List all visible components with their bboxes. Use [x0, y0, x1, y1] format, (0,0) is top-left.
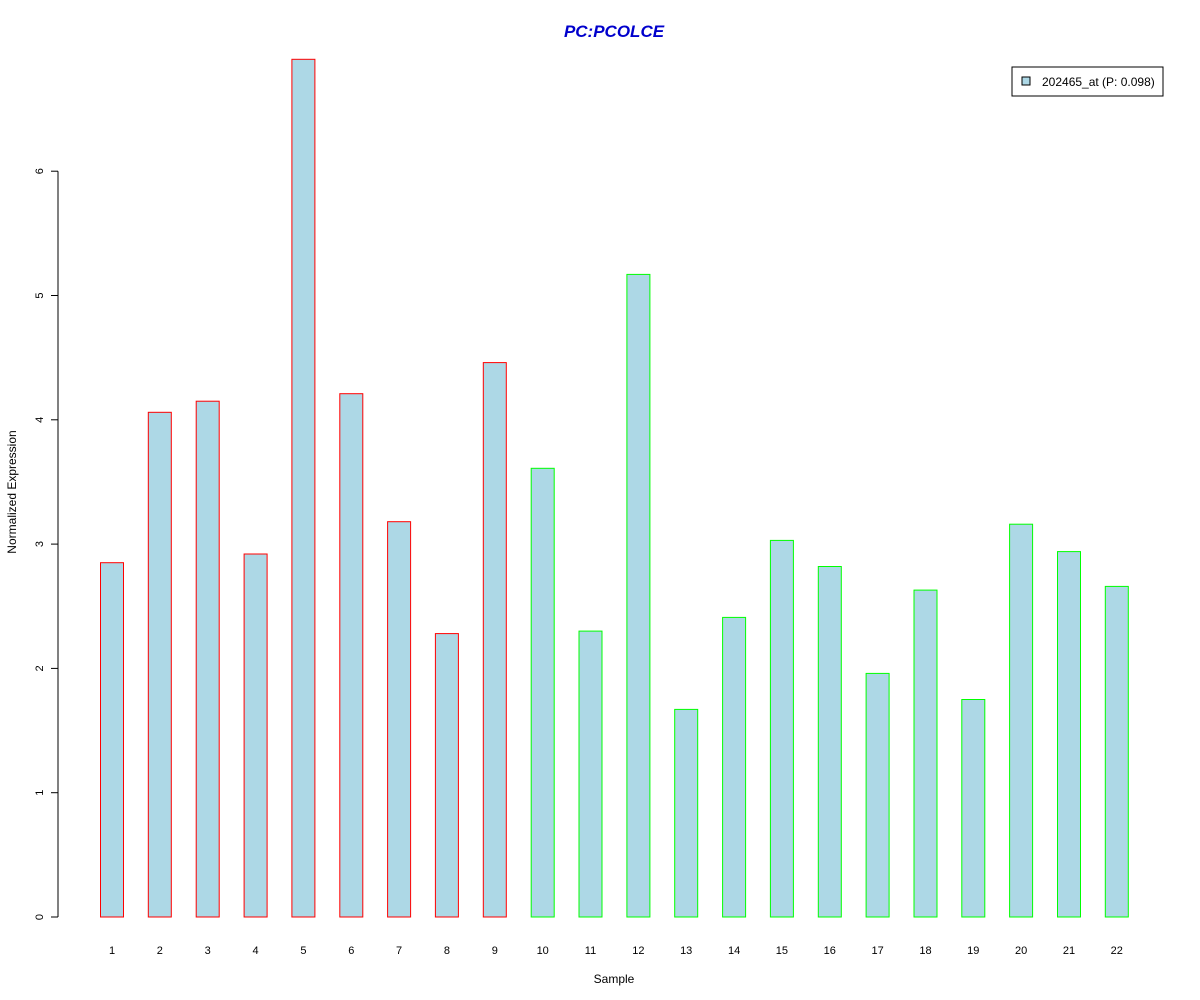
x-tick-label: 6	[348, 945, 354, 957]
chart-title: PC:PCOLCE	[564, 22, 665, 41]
bar-sample-7	[387, 521, 412, 918]
bar-sample-22	[1104, 585, 1129, 918]
x-tick-label: 17	[871, 945, 883, 957]
bar-sample-21	[1057, 551, 1081, 918]
legend: 202465_at (P: 0.098)	[1011, 66, 1164, 97]
x-tick-label: 10	[537, 945, 549, 957]
legend-box	[1011, 66, 1164, 97]
bar-sample-8	[434, 633, 459, 918]
legend-label: 202465_at (P: 0.098)	[1042, 75, 1155, 89]
bar-sample-15	[769, 539, 794, 918]
y-tick-label: 0	[34, 914, 46, 920]
y-axis: 0 1 2 3 4 5 6	[34, 168, 59, 920]
x-tick-label: 21	[1063, 945, 1075, 957]
bar-sample-13	[674, 708, 699, 918]
x-tick-label: 7	[396, 945, 402, 957]
y-tick-label: 4	[34, 417, 46, 423]
bar-sample-4	[243, 553, 268, 918]
y-tick-label: 1	[34, 790, 46, 796]
bar-sample-5	[291, 58, 316, 918]
bar-sample-20	[1009, 523, 1034, 918]
bar-sample-1	[100, 562, 124, 918]
x-tick-label: 9	[492, 945, 498, 957]
x-tick-label: 12	[632, 945, 644, 957]
bar-sample-19	[961, 699, 986, 918]
bar-sample-11	[578, 630, 603, 918]
bar-sample-3	[195, 400, 220, 918]
legend-swatch	[1021, 76, 1031, 86]
bar-sample-2	[147, 411, 172, 918]
x-tick-label: 8	[444, 945, 450, 957]
y-tick-label: 2	[34, 665, 46, 671]
x-tick-labels: 1 2 3 4 5 6 7 8 9 10 11 12 13 14 15 16 17 18 19 20 21 22	[109, 945, 1123, 957]
bar-sample-9	[482, 362, 507, 918]
x-tick-label: 13	[680, 945, 692, 957]
x-tick-label: 16	[824, 945, 836, 957]
bar-sample-10	[530, 467, 555, 918]
bar-sample-6	[339, 393, 364, 918]
bars	[100, 58, 1129, 918]
x-tick-label: 20	[1015, 945, 1027, 957]
x-tick-label: 18	[919, 945, 931, 957]
bar-sample-14	[722, 616, 747, 918]
x-tick-label: 14	[728, 945, 740, 957]
y-tick-label: 5	[34, 292, 46, 298]
x-tick-label: 19	[967, 945, 979, 957]
x-tick-label: 22	[1111, 945, 1123, 957]
x-axis-title: Sample	[594, 972, 635, 986]
x-tick-label: 15	[776, 945, 788, 957]
y-axis-title: Normalized Expression	[5, 430, 19, 553]
bar-sample-18	[913, 589, 938, 918]
bar-sample-16	[817, 566, 842, 918]
y-tick-label: 3	[34, 541, 46, 547]
x-tick-label: 5	[300, 945, 306, 957]
x-tick-label: 2	[157, 945, 163, 957]
bar-sample-12	[626, 273, 651, 918]
x-tick-label: 11	[585, 945, 596, 957]
y-tick-label: 6	[34, 168, 46, 174]
x-tick-label: 4	[253, 945, 259, 957]
x-tick-label: 3	[205, 945, 211, 957]
bar-sample-17	[865, 672, 890, 918]
x-tick-label: 1	[109, 945, 115, 957]
